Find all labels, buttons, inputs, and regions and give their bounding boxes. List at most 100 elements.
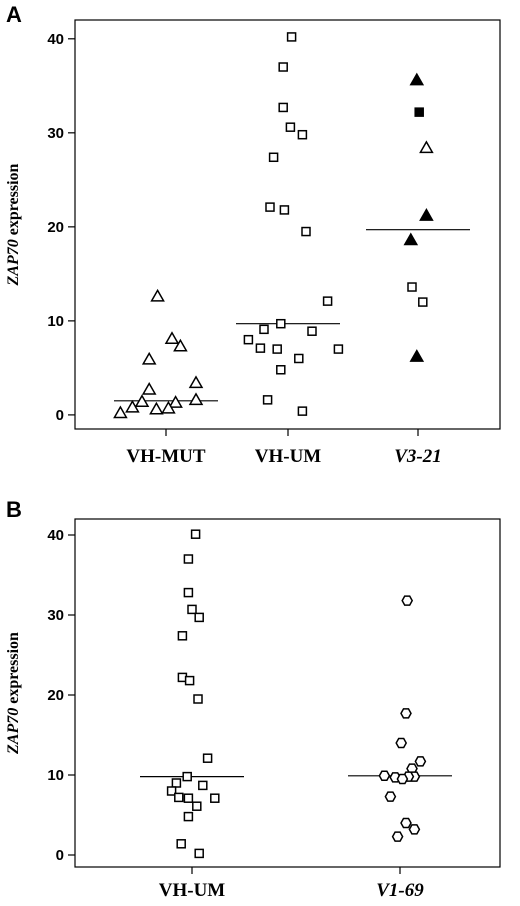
data-point [278,102,288,113]
data-point [297,129,308,140]
data-point [164,331,180,344]
y-axis-title: ZAP70 expression [5,163,22,286]
data-point [177,631,188,641]
series-v3-21 [366,72,470,362]
data-point [391,831,404,842]
data-point [384,791,397,802]
data-point [301,226,311,237]
y-tick-label: 10 [47,313,64,330]
data-point [407,282,417,292]
data-point [286,32,297,42]
y-tick-label: 20 [47,219,64,236]
data-point [141,381,157,395]
data-point [262,395,273,405]
series-v1-69 [348,595,452,842]
data-point [187,604,197,615]
data-point [333,344,344,354]
data-point [297,406,308,416]
data-point [403,232,419,246]
data-point [198,780,208,791]
y-tick-label: 20 [47,687,64,704]
data-point [184,675,195,686]
data-point [161,400,176,414]
plot-frame [74,19,501,430]
data-point [190,529,201,539]
plot-frame [74,518,501,868]
x-category-label: V1-69 [376,880,424,901]
data-point [193,694,203,704]
data-point [113,405,128,419]
data-point [243,334,254,345]
series-vh-um [140,529,244,859]
y-axis-title: ZAP70 expression [5,632,22,755]
x-category-label: V3-21 [394,446,442,467]
data-point [210,793,220,803]
x-category-label: VH-MUT [126,446,205,467]
x-category-label: VH-UM [255,446,322,467]
data-point [173,338,188,352]
data-point [192,801,202,811]
data-point [141,351,157,365]
panel-letter: B [6,497,22,522]
data-point [265,202,275,212]
data-point [176,839,186,849]
data-point [378,770,391,782]
panel-b: B 0 10 20 30 40 ZAP70 expression VH-UM V1-69 [5,497,501,901]
panel-letter: A [6,2,22,27]
data-point [294,353,304,364]
data-point [188,392,204,406]
panel-a: A 0 10 20 30 40 ZAP70 expression VH-MUT VH-UM V3-… [5,2,501,467]
data-point [400,817,412,829]
data-point [409,72,425,86]
data-point [168,395,183,408]
data-point [194,848,204,859]
data-point [188,375,204,389]
data-point [285,122,296,132]
data-point [150,288,165,302]
data-point [202,753,213,763]
data-point [134,394,150,407]
data-point [419,208,434,221]
data-point [278,62,288,72]
data-point [276,365,286,375]
data-point [409,349,425,362]
data-point [396,773,409,785]
data-point [419,140,434,154]
data-point [401,595,414,606]
data-point [182,771,192,782]
data-point [183,554,194,564]
data-point [174,792,184,803]
series-vh-um [236,32,344,416]
data-point [268,152,279,163]
data-point [183,811,194,822]
data-point [400,708,412,719]
y-tick-label: 0 [56,847,64,864]
data-point [255,343,266,353]
data-point [259,324,269,335]
data-point [166,786,177,796]
data-point [125,399,140,413]
data-point [272,344,282,354]
y-tick-label: 10 [47,767,64,784]
data-point [414,756,427,767]
x-category-label: VH-UM [159,880,226,901]
y-tick-label: 30 [47,607,64,624]
y-tick-label: 0 [56,407,64,424]
data-point [307,326,317,336]
y-tick-label: 30 [47,125,64,142]
data-point [194,612,204,623]
data-point [183,587,194,598]
data-point [149,401,164,415]
data-point [414,107,424,117]
y-tick-label: 40 [47,31,64,48]
data-point [395,737,408,749]
y-tick-label: 40 [47,527,64,544]
data-point [171,778,182,788]
data-point [408,824,421,835]
data-point [418,297,428,307]
data-point [276,318,286,329]
series-vh-mut [113,288,218,419]
data-point [322,296,333,306]
data-point [279,205,290,215]
